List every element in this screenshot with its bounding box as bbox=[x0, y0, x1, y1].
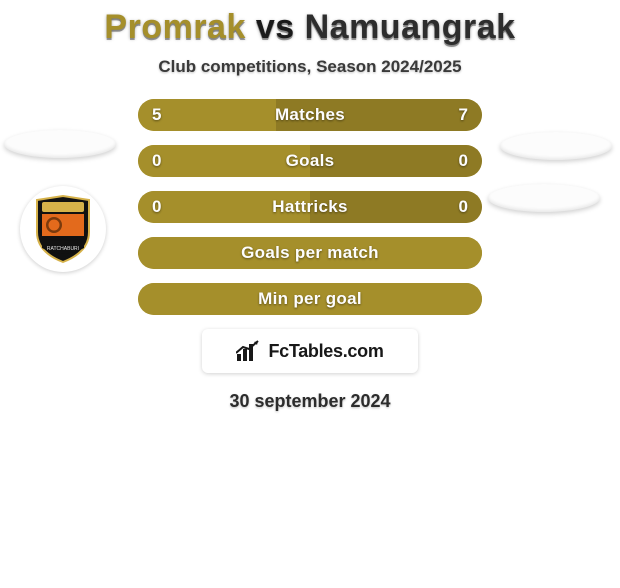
title-player1: Promrak bbox=[104, 8, 245, 46]
bar-chart-icon bbox=[236, 340, 262, 362]
subtitle: Club competitions, Season 2024/2025 bbox=[0, 57, 620, 77]
stat-label: Min per goal bbox=[258, 289, 362, 309]
stat-row: 0 0 Hattricks bbox=[138, 191, 482, 223]
stat-value-left: 0 bbox=[152, 191, 161, 223]
title-player2: Namuangrak bbox=[305, 8, 516, 46]
stat-label: Matches bbox=[275, 105, 345, 125]
brand-badge[interactable]: FcTables.com bbox=[202, 329, 418, 373]
stat-row: Goals per match bbox=[138, 237, 482, 269]
footer-date: 30 september 2024 bbox=[0, 391, 620, 412]
page-title: Promrak vs Namuangrak bbox=[0, 8, 620, 47]
stat-value-right: 0 bbox=[459, 191, 468, 223]
club-badge-left: RATCHABURI bbox=[20, 186, 120, 272]
club-shield-icon: RATCHABURI bbox=[33, 194, 93, 264]
stats-list: 5 7 Matches 0 0 Goals 0 0 Hattricks Goals per mat… bbox=[138, 99, 482, 315]
avatar-placeholder-ellipse bbox=[488, 184, 600, 212]
stat-row: 0 0 Goals bbox=[138, 145, 482, 177]
shield-text: RATCHABURI bbox=[47, 246, 79, 252]
stat-value-left: 0 bbox=[152, 145, 161, 177]
stat-row: 5 7 Matches bbox=[138, 99, 482, 131]
stat-left-fill bbox=[138, 145, 310, 177]
avatar-placeholder-ellipse bbox=[500, 132, 612, 160]
stat-label: Hattricks bbox=[272, 197, 347, 217]
stat-value-right: 7 bbox=[459, 99, 468, 131]
stat-value-right: 0 bbox=[459, 145, 468, 177]
stat-label: Goals per match bbox=[241, 243, 379, 263]
stat-value-left: 5 bbox=[152, 99, 161, 131]
stat-row: Min per goal bbox=[138, 283, 482, 315]
avatar-placeholder-ellipse bbox=[4, 130, 116, 158]
club-badge-circle: RATCHABURI bbox=[20, 186, 106, 272]
stat-label: Goals bbox=[286, 151, 335, 171]
title-vs: vs bbox=[256, 8, 295, 46]
brand-text: FcTables.com bbox=[268, 341, 383, 362]
stat-right-fill bbox=[310, 145, 482, 177]
